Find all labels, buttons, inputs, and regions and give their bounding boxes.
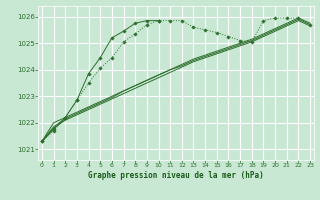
X-axis label: Graphe pression niveau de la mer (hPa): Graphe pression niveau de la mer (hPa)	[88, 171, 264, 180]
